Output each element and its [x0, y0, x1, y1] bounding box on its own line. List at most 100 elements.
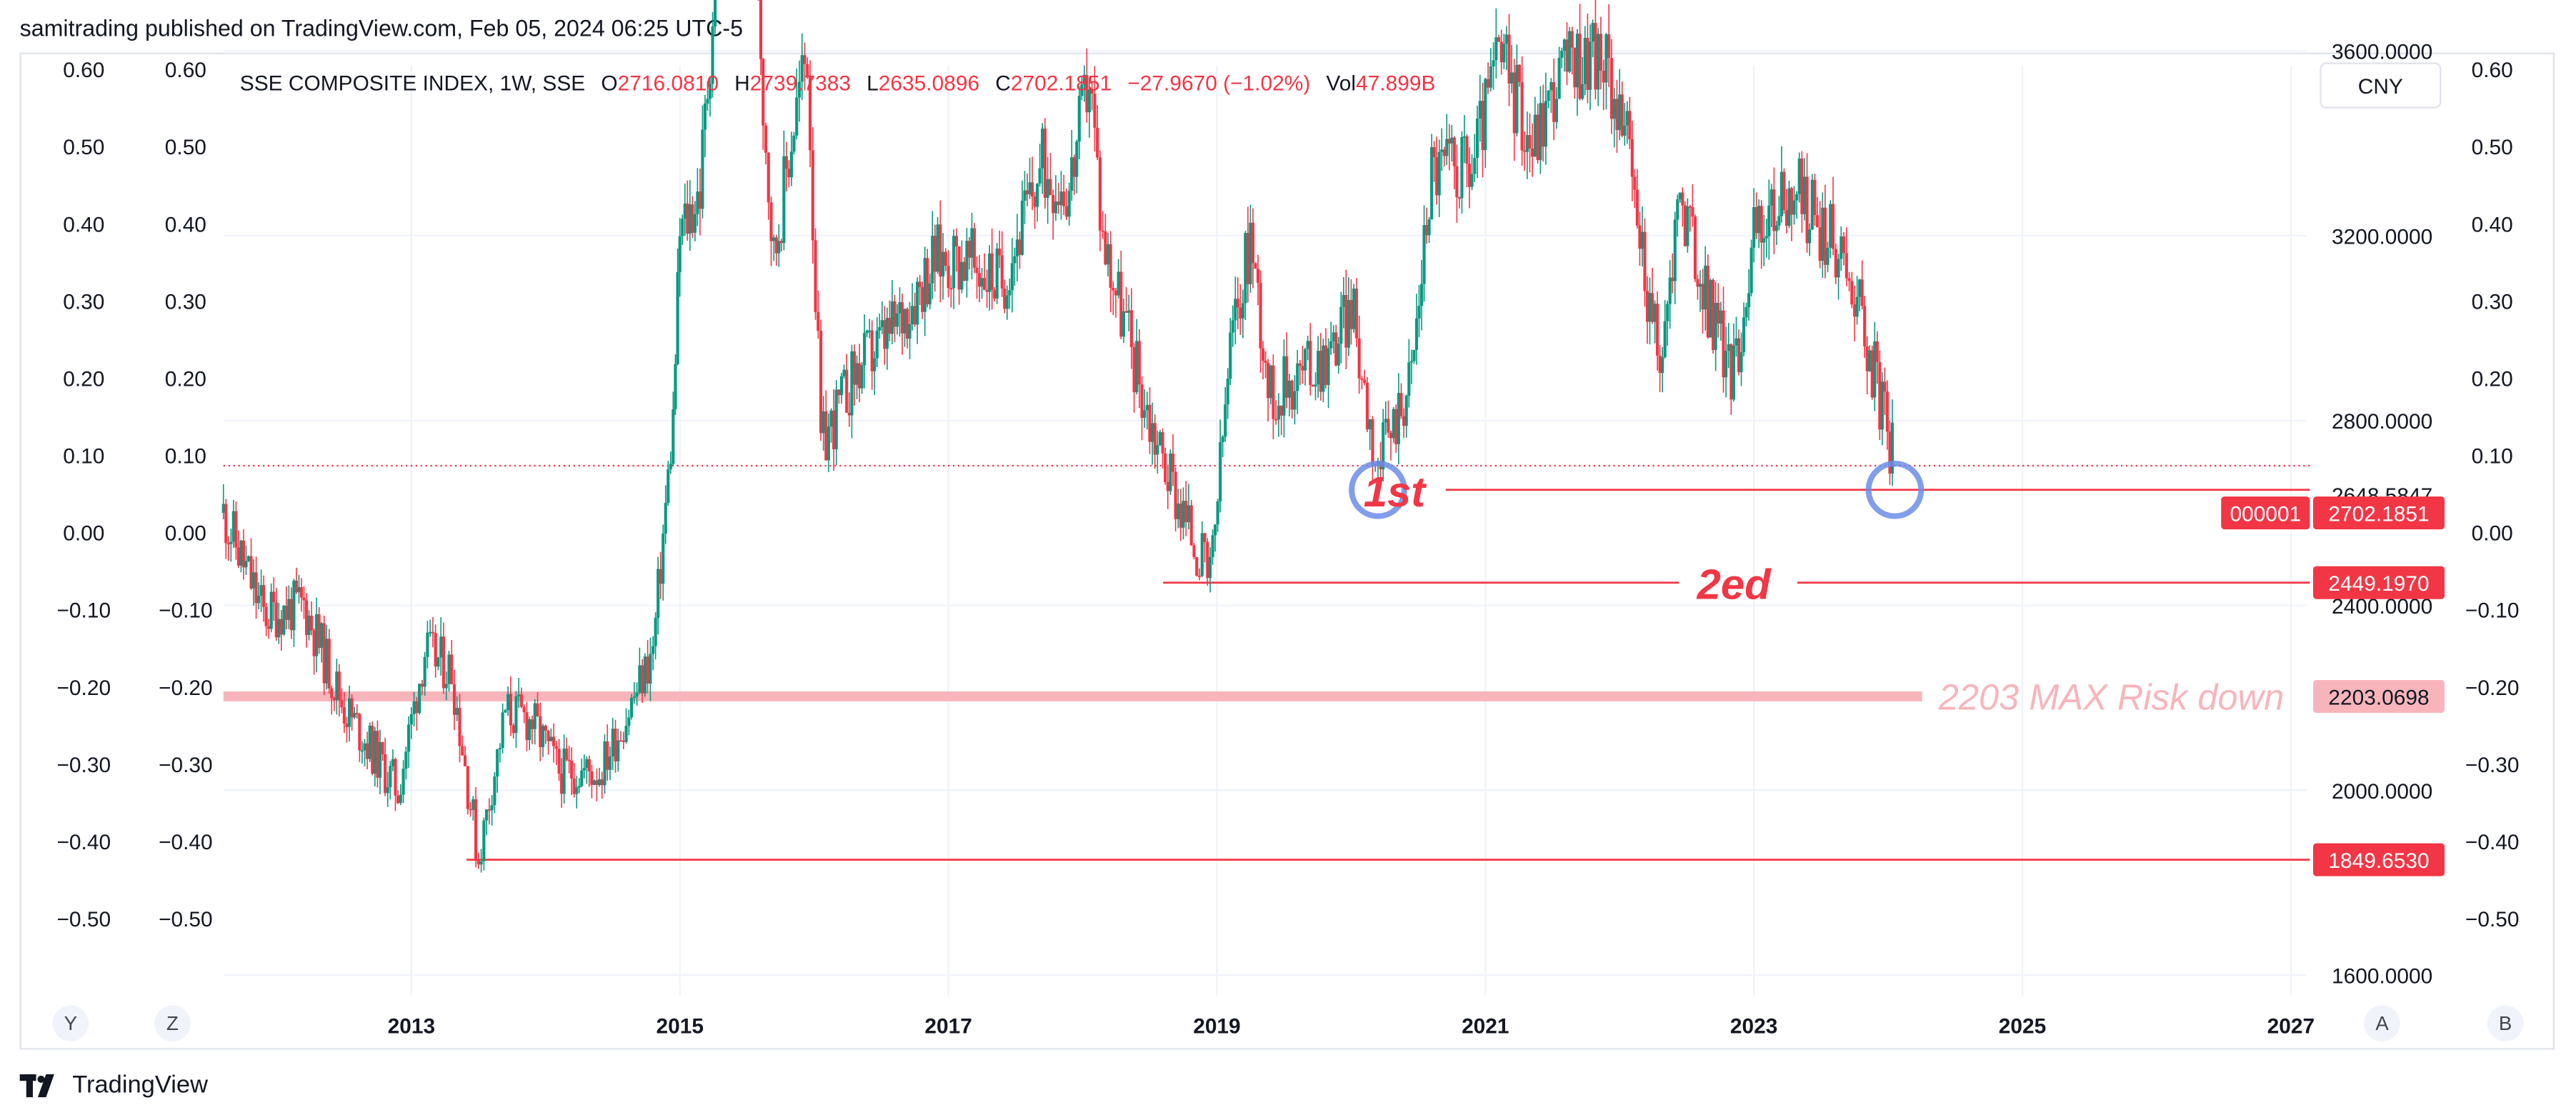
candle-body: [1052, 195, 1055, 214]
candle: [496, 749, 499, 793]
candle: [1365, 376, 1369, 433]
candle: [498, 743, 501, 763]
candle-body: [1417, 306, 1421, 319]
candle-body: [1774, 225, 1778, 231]
price-tick-label: 1600.0000: [2332, 965, 2432, 989]
candle: [1151, 402, 1154, 465]
candle: [1332, 325, 1335, 354]
candle: [1093, 66, 1097, 152]
candle-body: [1676, 199, 1679, 220]
candle: [1717, 283, 1720, 338]
candle: [404, 746, 408, 780]
candle-body: [795, 97, 799, 136]
candle: [1510, 44, 1514, 94]
candle-body: [792, 135, 796, 152]
candle: [1145, 391, 1149, 430]
candle-body: [649, 654, 652, 684]
candle: [1744, 302, 1748, 326]
candle-body: [678, 236, 682, 273]
candle: [567, 746, 571, 774]
candle: [1101, 211, 1104, 239]
candle-body: [1064, 206, 1069, 217]
candle-body: [1573, 47, 1577, 88]
candle: [1122, 299, 1126, 344]
candle: [863, 314, 867, 389]
candle: [1214, 524, 1217, 552]
candle: [1747, 269, 1751, 321]
candle-body: [1231, 320, 1234, 333]
annotation-1st: 1st: [1364, 468, 1427, 516]
candle-body: [347, 698, 351, 727]
candle-body: [1311, 385, 1314, 387]
candle: [1354, 278, 1358, 347]
candle: [947, 250, 950, 298]
candle: [1177, 489, 1180, 529]
candle: [1256, 254, 1260, 306]
candle-body: [251, 572, 256, 589]
x-tick-label: 2021: [1462, 1015, 1509, 1039]
candle-body: [646, 656, 649, 684]
candle: [1352, 284, 1356, 334]
candle: [407, 716, 411, 768]
candle: [939, 200, 942, 303]
candle-body: [1805, 176, 1809, 244]
x-tick-label: 2027: [2267, 1015, 2315, 1039]
candle: [381, 741, 384, 761]
candle: [1409, 349, 1414, 384]
candle: [239, 539, 243, 573]
candle-body: [908, 324, 912, 339]
candle-body: [975, 267, 979, 274]
candle-body: [1365, 382, 1369, 430]
axis-button-b[interactable]: B: [2487, 1005, 2524, 1042]
ohlc-legend: SSE COMPOSITE INDEX, 1W, SSE O2716.0810 …: [240, 71, 1436, 95]
axis-button-a[interactable]: A: [2364, 1005, 2400, 1042]
price-tag-2203-bg: [2313, 679, 2445, 713]
candle-body: [1015, 239, 1019, 256]
candle: [1072, 154, 1076, 195]
price-tag-2203-text: 2203.0698: [2328, 686, 2429, 709]
axis-button-y[interactable]: Y: [52, 1005, 89, 1042]
axis-button-z[interactable]: Z: [154, 1005, 191, 1042]
candle: [1502, 34, 1506, 69]
candle-body: [1241, 303, 1244, 319]
candle: [560, 758, 564, 808]
candle: [1499, 29, 1503, 75]
candle: [1322, 338, 1325, 402]
candle: [1229, 318, 1232, 386]
candle: [1787, 180, 1791, 229]
candle-body: [1734, 338, 1738, 346]
candle: [1653, 300, 1657, 344]
candle: [1863, 296, 1867, 359]
candle: [1184, 481, 1188, 536]
candle-body: [1795, 194, 1799, 201]
candle-body: [1711, 279, 1715, 351]
candle: [1475, 105, 1479, 179]
candle: [1497, 34, 1501, 42]
candle: [360, 741, 364, 764]
candle: [1575, 29, 1579, 116]
candle: [1187, 484, 1191, 530]
candle: [332, 696, 336, 711]
right-osc-tick: −0.40: [2465, 831, 2520, 854]
currency-button[interactable]: CNY: [2320, 62, 2442, 109]
candle: [1324, 328, 1328, 389]
candle: [852, 344, 857, 406]
tradingview-brand[interactable]: TradingView: [19, 1071, 208, 1099]
candle-body: [1309, 341, 1312, 386]
candle-body: [1497, 37, 1501, 42]
candle-body: [399, 794, 402, 804]
candle: [466, 766, 469, 815]
candle: [1533, 96, 1537, 157]
candle: [282, 604, 286, 636]
candle-body: [1179, 503, 1182, 528]
candle-body: [469, 809, 472, 811]
candle-body: [630, 698, 634, 718]
candle: [1640, 206, 1644, 267]
candle-body: [1435, 157, 1439, 196]
grid-lines: [223, 50, 2307, 996]
candle: [1870, 345, 1874, 400]
candle: [479, 849, 483, 873]
candle: [439, 617, 443, 676]
candle-body: [1445, 139, 1449, 156]
